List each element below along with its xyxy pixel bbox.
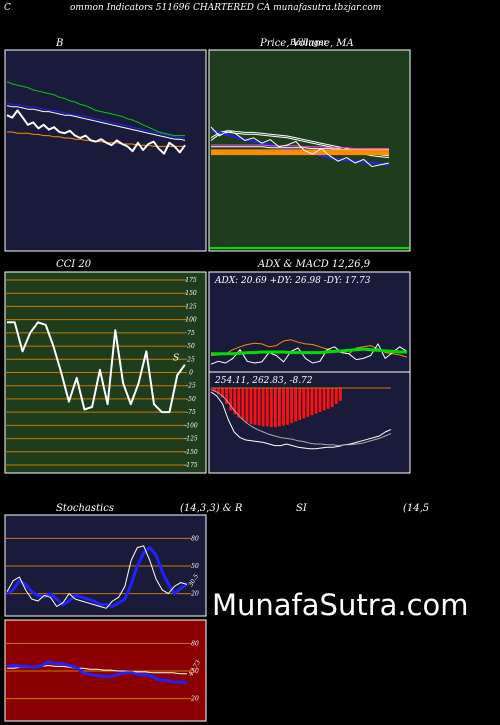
macd-histogram-bar: [310, 388, 314, 416]
macd-histogram-bar: [217, 388, 220, 395]
stochastics-series-line: [6, 546, 188, 608]
macd-histogram-bar: [249, 388, 253, 424]
macd-histogram-bar: [245, 388, 249, 423]
macd-histogram-bar: [322, 388, 326, 411]
stochastics-tick-label: 80: [191, 535, 199, 542]
macd-histogram-bar: [334, 388, 338, 404]
cci-tick-label: -50: [186, 396, 196, 403]
cci-tick-label: 0: [189, 370, 193, 377]
cci-tick-label: 175: [185, 277, 197, 284]
macd-histogram-bar: [213, 388, 216, 392]
cci-tick-label: -150: [184, 449, 198, 456]
title-rsi: SI: [296, 503, 307, 514]
macd-histogram-bar: [269, 388, 273, 428]
adx-chart: ADX: 20.69 +DY: 26.98 -DY: 17.73: [208, 271, 411, 373]
bollinger-series-line: [6, 105, 186, 141]
title-rsi-right: (14,5: [403, 503, 430, 514]
title-stochastics-right: (14,3,3) & R: [180, 503, 243, 514]
title-stochastics: Stochastics: [56, 503, 114, 514]
macd-histogram-bar: [233, 388, 237, 415]
macd-histogram-bar: [282, 388, 285, 426]
title-bollinger: B: [56, 38, 64, 49]
macd-histogram-bar: [265, 388, 269, 427]
rsi-tick-label: 50: [191, 668, 199, 675]
stochastics-tick-label: 20: [190, 591, 199, 598]
stochastics-tick-label: 50: [191, 563, 199, 570]
macd-histogram-bar: [298, 388, 302, 420]
title-adx-macd: ADX & MACD 12,26,9: [258, 259, 371, 270]
bollinger-background: [4, 49, 207, 252]
macd-histogram-bar: [306, 388, 310, 417]
cci-tick-label: 125: [185, 303, 197, 310]
macd-histogram-bar: [225, 388, 229, 404]
macd-histogram-bar: [237, 388, 241, 418]
stochastics-series-line: [6, 545, 188, 609]
macd-histogram-bar: [314, 388, 318, 414]
macd-histogram-bar: [273, 388, 277, 428]
macd-chart: 254.11, 262.83, -8.72: [208, 371, 411, 474]
watermark: MunafaSutra.com: [212, 588, 469, 622]
price-ma-chart: [208, 49, 411, 252]
cci-tick-label: 150: [185, 290, 197, 297]
macd-histogram-bar: [294, 388, 298, 422]
cci-tick-label: -25: [186, 383, 196, 390]
adx-background: [208, 271, 411, 373]
cci-chart: 175 150 125 100 75 50 25 0 -25 -50 -75 -100 -125 -150…: [4, 271, 207, 474]
title-cci: CCI 20: [56, 259, 92, 270]
macd-histogram-bar: [261, 388, 265, 427]
macd-background: [208, 371, 411, 474]
rsi-series-line: [6, 660, 188, 685]
cci-tick-label: -175: [184, 462, 198, 469]
macd-histogram-bar: [253, 388, 257, 425]
adx-series-line: [211, 347, 407, 356]
macd-histogram-bar: [241, 388, 245, 420]
cci-tick-label: 25: [186, 356, 195, 363]
macd-readout: 254.11, 262.83, -8.72: [214, 376, 313, 386]
bollinger-series-line: [6, 81, 185, 137]
macd-histogram-bar: [286, 388, 289, 425]
adx-readout: ADX: 20.69 +DY: 26.98 -DY: 17.73: [214, 276, 371, 286]
header-title: ommon Indicators 511696 CHARTERED CA mun…: [70, 3, 382, 13]
macd-histogram-bar: [326, 388, 330, 409]
bollinger-chart: [4, 49, 207, 252]
macd-histogram-bar: [257, 388, 261, 426]
macd-histogram-bar: [318, 388, 322, 412]
header-left: C: [4, 3, 11, 13]
bollinger-series-line: [6, 109, 186, 155]
cci-tick-label: -75: [186, 409, 196, 416]
cci-end-label: S: [173, 354, 179, 364]
cci-tick-label: 50: [187, 343, 195, 350]
cci-tick-label: 75: [187, 330, 195, 337]
macd-series-line: [210, 391, 392, 450]
adx-series-line: [210, 339, 408, 358]
rsi-tick-label: 80: [191, 640, 199, 647]
macd-histogram-bar: [330, 388, 334, 408]
macd-histogram-bar: [229, 388, 233, 411]
cci-tick-label: -100: [184, 422, 198, 429]
macd-histogram-bar: [302, 388, 306, 419]
macd-series-line: [210, 389, 392, 447]
macd-histogram-bar: [278, 388, 281, 427]
price-ma-series-line: [210, 126, 390, 168]
title-price-ma: Price, Volume, MA: [260, 38, 354, 49]
cci-tick-label: 100: [185, 317, 197, 324]
cci-tick-label: -125: [184, 436, 198, 443]
macd-histogram-bar: [338, 388, 342, 401]
bollinger-series-line: [6, 102, 185, 139]
macd-histogram-bar: [290, 388, 294, 424]
rsi-tick-label: 20: [190, 696, 199, 703]
cci-series-line: [7, 321, 186, 414]
title-price-overlay: Bollinger: [290, 38, 328, 47]
macd-histogram-bar: [221, 388, 224, 398]
